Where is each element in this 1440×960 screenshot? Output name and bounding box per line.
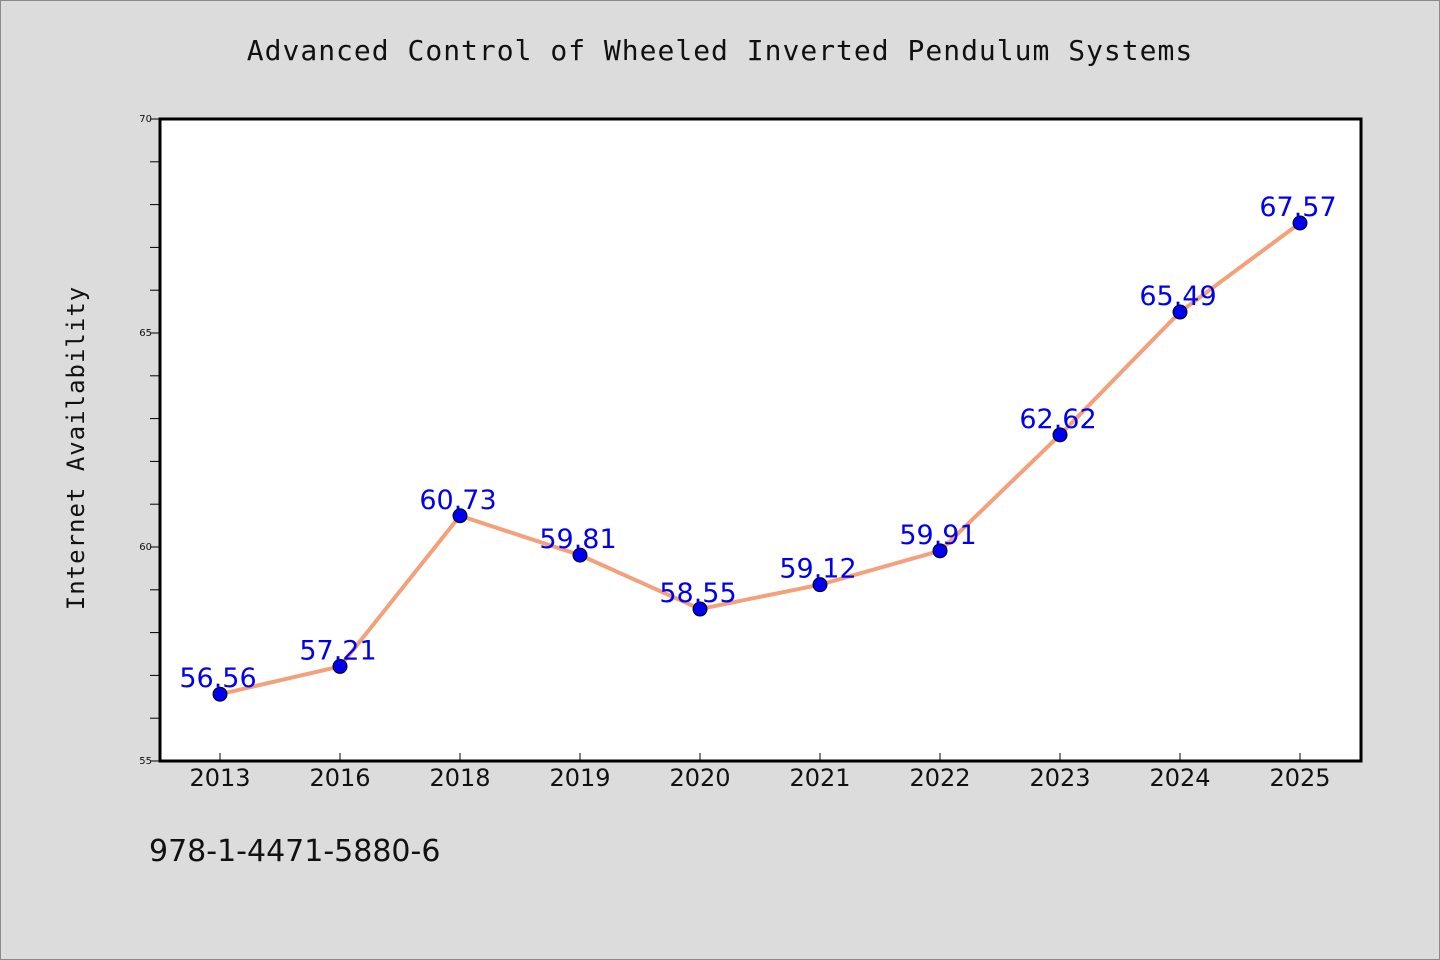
plot-area: [160, 119, 1361, 761]
plot-border: [158, 117, 1363, 763]
data-point: [1292, 215, 1308, 231]
y-axis: 55 60 65 70: [139, 114, 160, 767]
y-tick-label: 65: [139, 328, 152, 339]
chart-title: Advanced Control of Wheeled Inverted Pen…: [246, 34, 1194, 67]
data-point: [452, 508, 468, 524]
x-axis: 2013 2016 2018 2019 2020 2021 2022 2023 2024 2025: [189, 753, 1331, 792]
y-tick-label: 55: [139, 756, 152, 767]
x-tick-label: 2013: [189, 764, 250, 792]
x-tick-label: 2023: [1029, 764, 1090, 792]
data-label: 59.12: [779, 554, 856, 585]
x-tick-label: 2018: [429, 764, 490, 792]
x-tick-label: 2019: [549, 764, 610, 792]
x-tick-label: 2025: [1269, 764, 1330, 792]
y-tick-label: 70: [139, 114, 152, 125]
data-label: 65.49: [1139, 281, 1216, 312]
x-tick-label: 2022: [909, 764, 970, 792]
isbn-text: 978-1-4471-5880-6: [149, 834, 441, 869]
data-label: 62.62: [1019, 404, 1096, 435]
data-point: [572, 547, 588, 563]
data-labels-layer: 56.56 57.21 60.73 59.81 58.55 59.12 59.91 62.62…: [179, 192, 1336, 694]
data-label: 57.21: [299, 635, 376, 666]
data-label: 58.55: [659, 578, 736, 609]
data-point: [212, 686, 228, 702]
x-tick-label: 2021: [789, 764, 850, 792]
x-tick-label: 2016: [309, 764, 370, 792]
data-label: 60.73: [419, 485, 496, 516]
data-point: [692, 601, 708, 617]
data-label: 59.91: [899, 520, 976, 551]
data-point: [332, 658, 348, 674]
y-axis-label: Internet Availability: [62, 286, 90, 610]
data-point: [1052, 427, 1068, 443]
x-tick-label: 2020: [669, 764, 730, 792]
series-line: [218, 221, 1302, 697]
series-layer: [212, 215, 1308, 702]
data-label: 59.81: [539, 524, 616, 555]
data-label: 56.56: [179, 663, 256, 694]
data-point: [812, 577, 828, 593]
data-point: [932, 543, 948, 559]
x-tick-label: 2024: [1149, 764, 1210, 792]
data-label: 67.57: [1259, 192, 1336, 223]
data-point: [1172, 304, 1188, 320]
y-tick-label: 60: [139, 542, 152, 553]
